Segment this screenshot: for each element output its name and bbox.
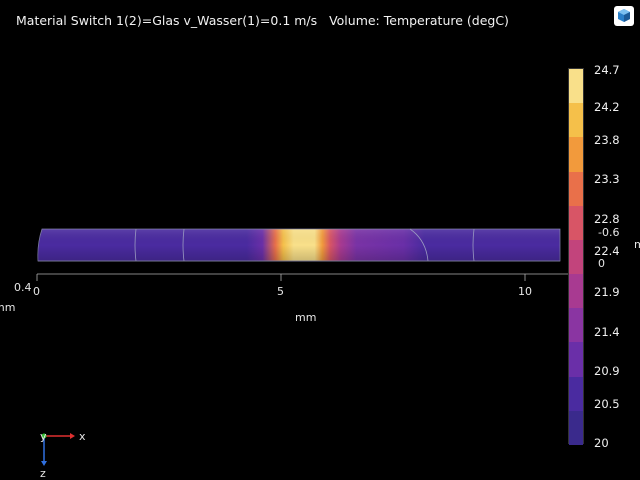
colorbar-tick-label: 20 xyxy=(594,436,609,450)
colorbar-tick-label: 23.3 xyxy=(594,172,620,186)
triad-x-label: x xyxy=(79,430,86,443)
rod-geometry[interactable] xyxy=(37,228,561,262)
right-axis-unit: m xyxy=(634,238,640,251)
colorbar-segment xyxy=(569,171,583,207)
z-axis-unit: mm xyxy=(0,301,15,314)
right-tick-label: -0.6 xyxy=(598,226,619,239)
colorbar-tick-label: 24.2 xyxy=(594,100,620,114)
colorbar-segment xyxy=(569,137,583,173)
x-tick-label: 10 xyxy=(518,285,532,298)
colorbar-tick-label: 21.4 xyxy=(594,325,620,339)
plot-title: Material Switch 1(2)=Glas v_Wasser(1)=0.… xyxy=(16,13,509,28)
x-axis-unit: mm xyxy=(295,311,316,324)
colorbar-tick-label: 22.8 xyxy=(594,212,620,226)
colorbar-segment xyxy=(569,239,583,275)
x-tick-label: 5 xyxy=(277,285,284,298)
triad-y-label: y xyxy=(40,430,47,443)
z-tick-label: 0.4 xyxy=(14,281,32,294)
colorbar-tick-label: 23.8 xyxy=(594,133,620,147)
colorbar-segment xyxy=(569,342,583,378)
colorbar-tick-label: 21.9 xyxy=(594,285,620,299)
colorbar-segment xyxy=(569,308,583,343)
colorbar-segment xyxy=(569,69,583,104)
colorbar-segment xyxy=(569,410,583,446)
colorbar-tick-label: 22.4 xyxy=(594,244,620,258)
colorbar-segment xyxy=(569,274,583,309)
x-tick-label: 0 xyxy=(33,285,40,298)
triad-z-label: z xyxy=(40,467,46,480)
colorbar-tick-label: 24.7 xyxy=(594,63,620,77)
colorbar-tick-label: 20.5 xyxy=(594,397,620,411)
colorbar-tick-label: 20.9 xyxy=(594,364,620,378)
colorbar-segment xyxy=(569,103,583,138)
comsol-cube-icon[interactable] xyxy=(613,5,635,27)
color-legend-bar xyxy=(568,68,584,446)
axis-triad-icon: x y z xyxy=(40,430,86,480)
colorbar-segment xyxy=(569,205,583,241)
right-tick-label: 0 xyxy=(598,257,605,270)
colorbar-segment xyxy=(569,376,583,412)
